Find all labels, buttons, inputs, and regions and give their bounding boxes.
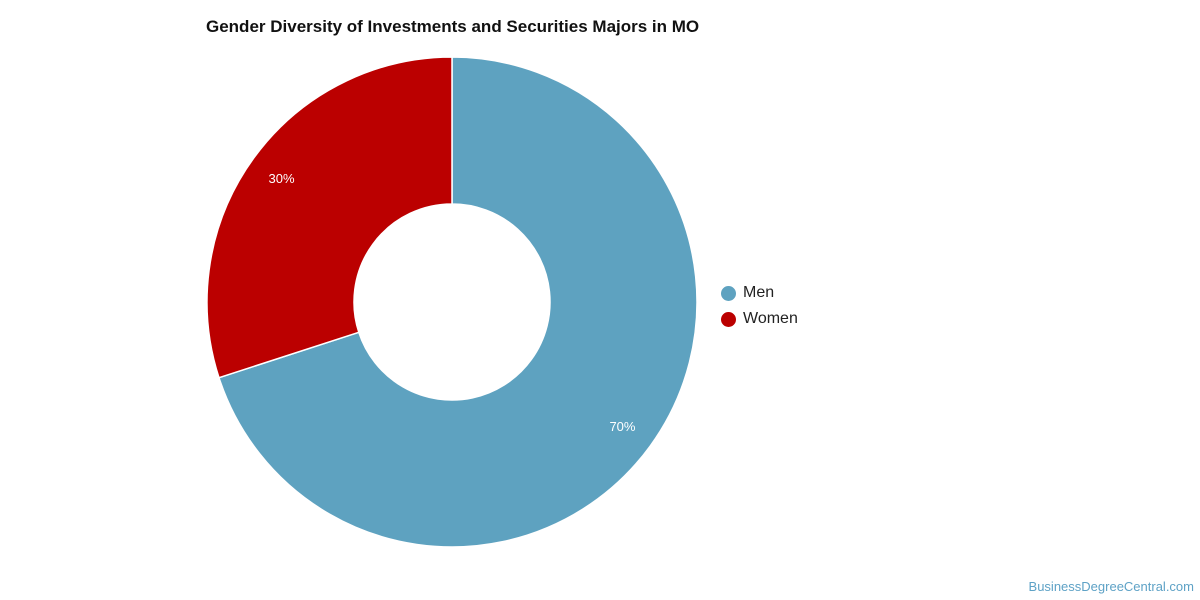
legend-label-men: Men bbox=[743, 284, 775, 301]
legend-item-women[interactable]: Women bbox=[721, 306, 798, 332]
donut-slice-women[interactable] bbox=[206, 56, 453, 379]
chart-title: Gender Diversity of Investments and Secu… bbox=[206, 17, 700, 36]
slice-label-women: 30% bbox=[269, 171, 295, 186]
legend-swatch-women bbox=[721, 311, 736, 327]
donut-slice-men[interactable] bbox=[218, 56, 698, 548]
slice-label-men: 70% bbox=[609, 419, 635, 434]
legend-item-men[interactable]: Men bbox=[721, 280, 798, 306]
source-credit[interactable]: BusinessDegreeCentral.com bbox=[1028, 579, 1194, 594]
chart-legend: Men Women bbox=[721, 280, 798, 332]
legend-label-women: Women bbox=[743, 310, 798, 327]
legend-swatch-men bbox=[721, 285, 736, 301]
